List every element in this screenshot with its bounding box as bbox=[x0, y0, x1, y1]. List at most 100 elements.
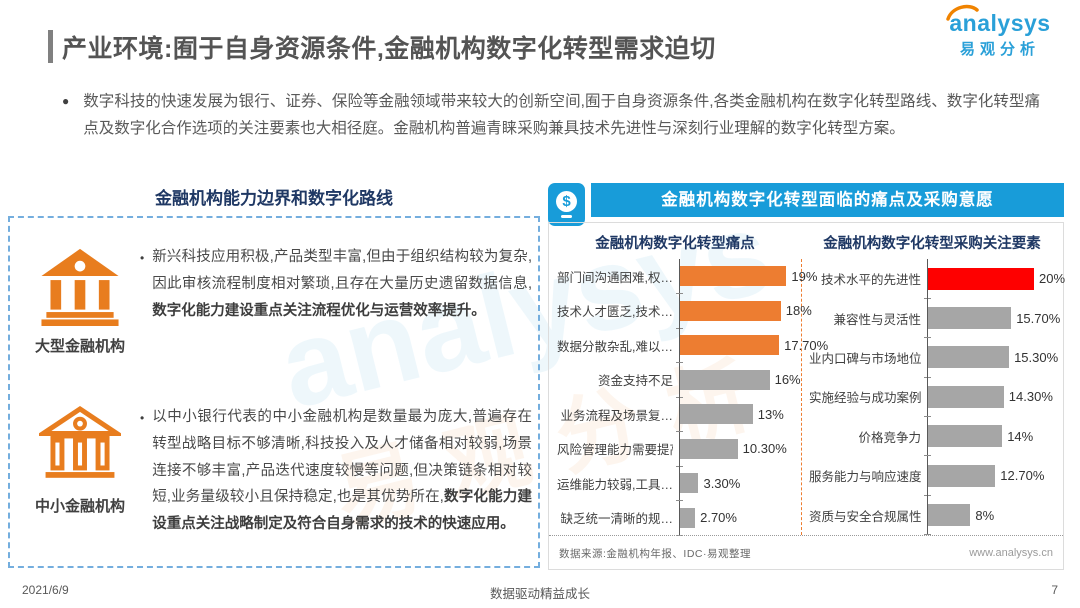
institution-label: 大型金融机构 bbox=[34, 338, 125, 355]
purchase-factors-chart-title: 金融机构数字化转型采购关注要素 bbox=[823, 236, 1041, 252]
chart-divider bbox=[801, 259, 802, 535]
bar-area: 8% bbox=[927, 495, 1063, 535]
bank-outline-icon bbox=[34, 405, 126, 478]
bar-category-label: 业内口碑与市场地位 bbox=[809, 351, 921, 366]
left-panel: 大型金融机构 • 新兴科技应用积极,产品类型丰富,但由于组织结构较为复杂,因此审… bbox=[8, 216, 540, 568]
bar-value-label: 18% bbox=[785, 303, 812, 319]
bar-category-label: 部门间沟通困难,权… bbox=[557, 270, 673, 285]
title-accent-bar bbox=[48, 30, 53, 63]
bar bbox=[680, 473, 699, 494]
bar-value-label: 13% bbox=[757, 406, 784, 422]
bar-value-label: 10.30% bbox=[742, 441, 787, 457]
institution-row-large: 大型金融机构 • 新兴科技应用积极,产品类型丰富,但由于组织结构较为复杂,因此审… bbox=[24, 244, 532, 356]
bar bbox=[680, 369, 770, 390]
bar-category-label: 资金支持不足 bbox=[597, 374, 673, 389]
footer-slogan: 数据驱动精益成长 bbox=[489, 587, 590, 601]
chart-bar-row: 风险管理能力需要提高 10.30% bbox=[557, 431, 801, 466]
bar-category-label: 服务能力与响应速度 bbox=[809, 470, 921, 485]
chart-bar-row: 技术水平的先进性 20% bbox=[809, 259, 1066, 300]
footer-page-number: 7 bbox=[1051, 583, 1058, 597]
phone-home-dash bbox=[561, 215, 572, 218]
bar-category-label: 资质与安全合规属性 bbox=[809, 509, 921, 524]
bar bbox=[928, 425, 1003, 448]
bar bbox=[928, 346, 1010, 369]
chart-bar-row: 技术人才匮乏,技术… 18% bbox=[557, 293, 812, 328]
logo-swoosh-icon bbox=[946, 4, 980, 21]
bullet-icon: • bbox=[140, 251, 145, 265]
bar-area: 14.30% bbox=[927, 377, 1063, 417]
right-panel-title-bar: 金融机构数字化转型面临的痛点及采购意愿 bbox=[591, 183, 1064, 217]
bar-value-label: 20% bbox=[1039, 271, 1066, 287]
chart-bar-row: 缺乏统一清晰的规… 2.70% bbox=[557, 500, 801, 535]
bar-value-label: 16% bbox=[774, 372, 801, 388]
data-source-note: 数据来源:金融机构年报、IDC·易观整理 bbox=[559, 547, 751, 560]
bar-value-label: 8% bbox=[975, 507, 995, 523]
bar-value-label: 17.70% bbox=[784, 337, 829, 353]
bar-value-label: 15.70% bbox=[1016, 310, 1061, 326]
bar-area: 13% bbox=[679, 397, 801, 432]
footer-date: 2021/6/9 bbox=[22, 583, 69, 597]
bar bbox=[928, 267, 1034, 290]
page-title: 产业环境:囿于自身资源条件,金融机构数字化转型需求迫切 bbox=[62, 35, 716, 63]
website-link[interactable]: www.analysys.cn bbox=[969, 547, 1053, 559]
bar-area: 16% bbox=[679, 362, 801, 397]
bar-value-label: 19% bbox=[791, 268, 818, 284]
bar bbox=[680, 438, 738, 459]
bar-area: 10.30% bbox=[679, 431, 801, 466]
bar-category-label: 价格竞争力 bbox=[858, 430, 921, 445]
bar-category-label: 兼容性与灵活性 bbox=[833, 312, 921, 327]
chart-bar-row: 运维能力较弱,工具… 3.30% bbox=[557, 466, 801, 501]
bar-value-label: 14% bbox=[1007, 428, 1034, 444]
chart-bar-row: 兼容性与灵活性 15.70% bbox=[809, 298, 1063, 339]
chart-bar-row: 价格竞争力 14% bbox=[809, 416, 1063, 457]
chart-bar-row: 部门间沟通困难,权… 19% bbox=[557, 259, 817, 294]
bar bbox=[680, 335, 780, 356]
dollar-coin-icon: $ bbox=[556, 191, 577, 212]
bar-area: 15.30% bbox=[927, 337, 1063, 378]
bullet-icon: ● bbox=[62, 94, 70, 108]
chart-bar-row: 业内口碑与市场地位 15.30% bbox=[809, 337, 1063, 379]
bar-area: 2.70% bbox=[679, 500, 801, 535]
bar-area: 19% bbox=[679, 259, 817, 294]
bar bbox=[928, 464, 996, 487]
mobile-payment-icon: $ bbox=[548, 183, 585, 226]
logo-wordmark: analysys bbox=[946, 4, 1050, 37]
bar bbox=[928, 307, 1012, 330]
bar-area: 15.70% bbox=[927, 298, 1063, 338]
bar-value-label: 2.70% bbox=[700, 510, 737, 526]
bar-area: 3.30% bbox=[679, 466, 801, 501]
bar bbox=[928, 504, 971, 527]
bar-value-label: 15.30% bbox=[1014, 349, 1059, 365]
bar-category-label: 技术水平的先进性 bbox=[820, 273, 921, 288]
institution-label: 中小金融机构 bbox=[34, 498, 125, 515]
purchase-factors-chart: 技术水平的先进性 20% 兼容性与灵活性 15.70% 业内口碑与市场地位 15.30% 实… bbox=[809, 259, 1066, 536]
bar-area: 14% bbox=[927, 416, 1063, 456]
bank-solid-icon bbox=[41, 248, 119, 326]
bar-category-label: 技术人才匮乏,技术… bbox=[557, 305, 673, 320]
chart-bar-row: 实施经验与成功案例 14.30% bbox=[809, 377, 1063, 418]
left-panel-heading: 金融机构能力边界和数字化路线 bbox=[155, 189, 393, 208]
institution-row-small: 中小金融机构 • 以中小银行代表的中小金融机构是数量最为庞大,普遍存在转型战略目… bbox=[24, 404, 532, 538]
bar bbox=[928, 385, 1004, 408]
intro-block: ● 数字科技的快速发展为银行、证券、保险等金融领域带来较大的创新空间,囿于自身资… bbox=[62, 88, 1040, 143]
bar-value-label: 3.30% bbox=[703, 475, 741, 491]
bar-value-label: 12.70% bbox=[1000, 468, 1045, 484]
bar bbox=[680, 300, 781, 321]
pain-points-chart-title: 金融机构数字化转型痛点 bbox=[595, 236, 755, 252]
bar bbox=[680, 404, 753, 425]
bar-category-label: 运维能力较弱,工具… bbox=[557, 477, 673, 492]
bar-area: 18% bbox=[679, 293, 812, 328]
logo-chinese-name: 易观分析 bbox=[959, 41, 1040, 58]
chart-bar-row: 数据分散杂乱,难以… 17.70% bbox=[557, 328, 828, 363]
bar-category-label: 业务流程及场景复… bbox=[560, 408, 673, 423]
bar-area: 20% bbox=[927, 259, 1066, 299]
bar bbox=[680, 266, 787, 287]
institution-description: 新兴科技应用积极,产品类型丰富,但由于组织结构较为复杂,因此审核流程制度相对繁琐… bbox=[152, 249, 532, 319]
bar-category-label: 风险管理能力需要提高 bbox=[557, 443, 673, 458]
bullet-icon: • bbox=[140, 411, 145, 425]
intro-text: 数字科技的快速发展为银行、证券、保险等金融领域带来较大的创新空间,囿于自身资源条… bbox=[83, 93, 1040, 138]
bar bbox=[680, 507, 696, 528]
analysys-logo: analysys 易观分析 bbox=[936, 4, 1064, 59]
pain-points-chart: 部门间沟通困难,权… 19% 技术人才匮乏,技术… 18% 数据分散杂乱,难以… 17.7… bbox=[557, 259, 828, 535]
